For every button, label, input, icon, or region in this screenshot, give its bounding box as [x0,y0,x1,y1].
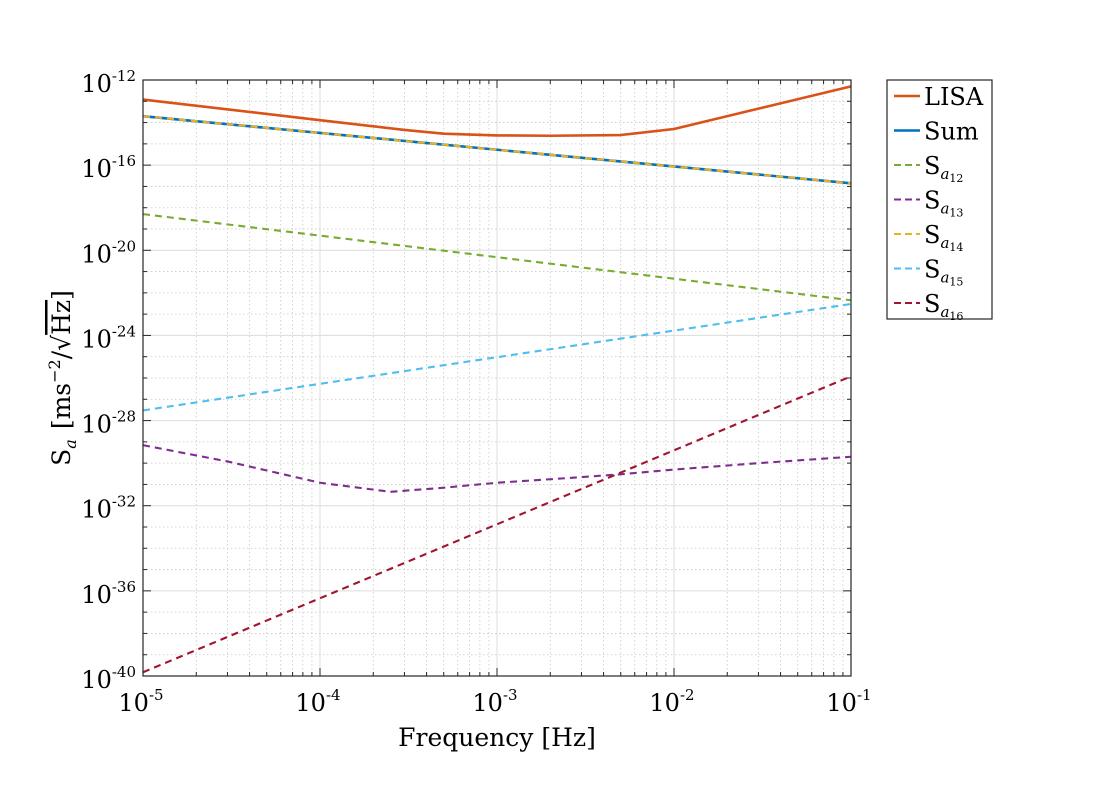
x-tick-label: 10-5 [118,686,163,717]
series-line-s-a13 [142,444,852,493]
y-tick-label: 10-28 [81,408,136,439]
series-lines [142,85,852,674]
legend-label-lisa: LISA [924,83,984,111]
y-label-unit-open: [ms [47,383,76,429]
series-line-s-a12 [142,213,852,302]
y-tick-labels: 10-12 10-16 10-20 10-24 10-28 10-32 10-36 10-40 [81,67,136,694]
x-tick-label: 10-4 [295,686,340,717]
y-tick-label: 10-12 [81,67,136,98]
y-label-unit-close: ] [47,290,76,300]
y-tick-label: 10-24 [81,322,136,353]
y-label-slash: / [47,350,76,359]
y-axis-label: Sa [ms−2/√Hz] [45,290,80,466]
x-tick-label: 10-3 [472,686,517,717]
legend-label-s-a15: Sa15 [924,256,963,289]
x-tick-labels: 10-5 10-4 10-3 10-2 10-1 [118,686,871,717]
y-tick-label: 10-20 [81,237,136,268]
y-tick-label: 10-36 [81,578,136,609]
axis-ticks [142,79,852,677]
series-line-s-a14 [142,115,852,185]
legend-label-s-a14: Sa14 [924,221,963,254]
series-line-lisa [142,85,852,138]
legend-label-s-a13: Sa13 [924,187,963,220]
legend-label-s-a16: Sa16 [924,290,963,323]
y-label-s: S [47,449,76,466]
x-axis-label: Frequency [Hz] [398,723,596,752]
x-tick-label: 10-2 [649,686,694,717]
y-label-sub: a [61,439,80,449]
y-tick-label: 10-32 [81,493,136,524]
y-label-sqrt: √ [47,335,76,351]
grid [142,79,852,677]
svg-text:Sa[ms−2/√Hz]: Sa [ms−2/√Hz] [45,290,80,466]
y-tick-label: 10-40 [81,663,136,694]
series-line-s-a16 [142,375,852,674]
legend-box [886,79,993,320]
y-tick-label: 10-16 [81,152,136,183]
y-label-unit-exp: −2 [45,359,64,383]
x-tick-label: 10-1 [826,686,871,717]
y-label-hz: Hz [47,300,76,335]
legend-label-sum: Sum [924,118,979,146]
legend-label-s-a12: Sa12 [924,152,963,185]
